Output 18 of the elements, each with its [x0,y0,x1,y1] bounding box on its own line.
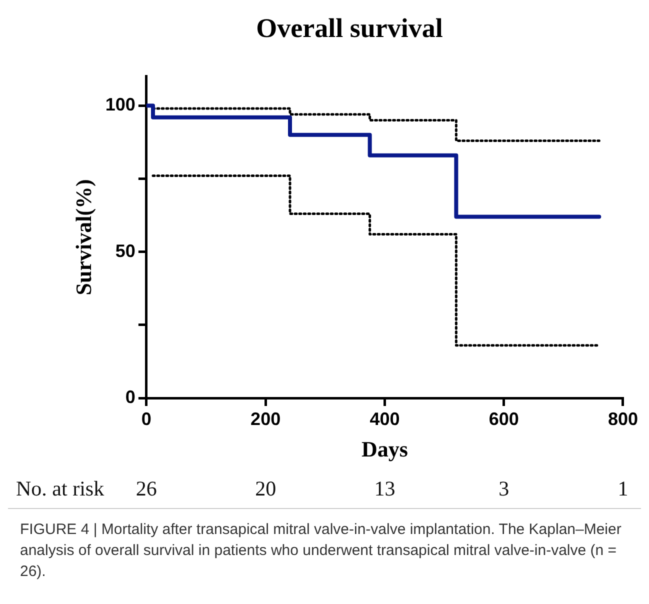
text: No. at risk [16,476,105,501]
text: 26 [136,476,157,501]
y-tick-label: 50 [115,240,136,261]
y-tick-label: 100 [105,94,136,115]
y-tick-label: 0 [125,386,136,407]
text: 20 [255,476,276,501]
chart-title: Overall survival [256,13,444,44]
x-tick-label: 800 [608,408,638,429]
x-tick-label: 200 [250,408,281,429]
x-axis-title: Days [361,436,408,462]
x-tick-label: 600 [488,408,519,429]
x-tick-label: 400 [370,408,400,429]
caption: FIGURE 4 | Mortality after transapical mitral valve-in-valve implantation. The Kaplan–Meier analysis of overall survival in patients who underwent transapical mitral valve-in-valve (n = 26). [20,520,622,582]
text: 1 [618,476,628,501]
x-tick-label: 0 [141,408,152,429]
text: 3 [498,476,510,501]
text: 13 [374,476,396,501]
y-axis-title: Survival(%) [70,179,96,296]
